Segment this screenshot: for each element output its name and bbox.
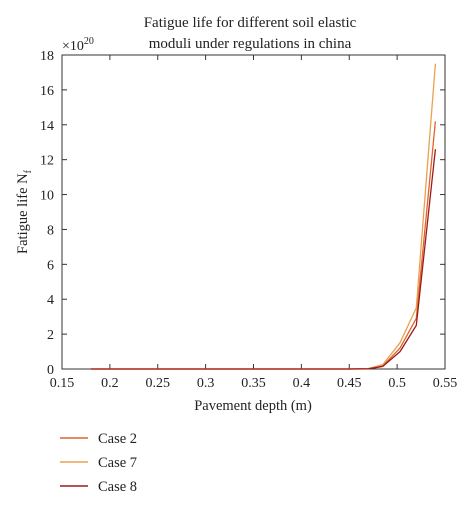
y-tick-label: 8 xyxy=(47,223,54,238)
y-multiplier: ×1020 xyxy=(62,36,94,54)
x-tick-label: 0.2 xyxy=(101,376,119,391)
y-tick-label: 0 xyxy=(47,363,54,378)
x-tick-label: 0.45 xyxy=(337,376,362,391)
plot-area: 0.15 0.2 0.25 0.3 0.35 0.4 0.45 0.5 0.55 0 2 4 6 8 10… xyxy=(40,49,457,391)
y-tick-label: 18 xyxy=(40,49,54,64)
y-multiplier-exponent: 20 xyxy=(84,36,94,47)
y-axis-ticks: 0 2 4 6 8 10 12 14 16 18 xyxy=(40,49,445,378)
y-tick-label: 14 xyxy=(40,119,54,134)
legend-item: Case 2 xyxy=(60,431,137,447)
plot-frame xyxy=(61,54,446,370)
y-axis-label: Fatigue life Nf xyxy=(15,169,34,254)
chart-title-line-2: moduli under regulations in china xyxy=(149,36,352,52)
x-tick-label: 0.4 xyxy=(293,376,311,391)
y-tick-label: 6 xyxy=(47,258,54,273)
legend-label: Case 8 xyxy=(98,479,137,495)
legend-label: Case 2 xyxy=(98,431,137,447)
y-tick-label: 2 xyxy=(47,328,54,343)
x-axis-ticks: 0.15 0.2 0.25 0.3 0.35 0.4 0.45 0.5 0.55 xyxy=(50,55,458,391)
x-tick-label: 0.35 xyxy=(241,376,266,391)
y-multiplier-base: ×10 xyxy=(62,39,84,54)
x-tick-label: 0.15 xyxy=(50,376,75,391)
x-tick-label: 0.25 xyxy=(146,376,171,391)
x-tick-label: 0.5 xyxy=(388,376,406,391)
y-axis-label-subscript: f xyxy=(23,169,34,173)
chart-title-line-1: Fatigue life for different soil elastic xyxy=(144,15,357,31)
x-axis-label: Pavement depth (m) xyxy=(194,398,312,414)
x-tick-label: 0.3 xyxy=(197,376,215,391)
legend-label: Case 7 xyxy=(98,455,137,471)
x-tick-label: 0.55 xyxy=(433,376,458,391)
series-line-case-8 xyxy=(90,149,437,370)
y-tick-label: 4 xyxy=(47,293,54,308)
legend-item: Case 8 xyxy=(60,479,137,495)
y-axis-label-main: Fatigue life N xyxy=(15,173,31,254)
y-tick-label: 12 xyxy=(40,154,54,169)
y-tick-label: 10 xyxy=(40,189,54,204)
series-lines xyxy=(90,63,437,370)
legend-item: Case 7 xyxy=(60,455,137,471)
legend: Case 2 Case 7 Case 8 xyxy=(60,431,137,495)
y-tick-label: 16 xyxy=(40,84,54,99)
